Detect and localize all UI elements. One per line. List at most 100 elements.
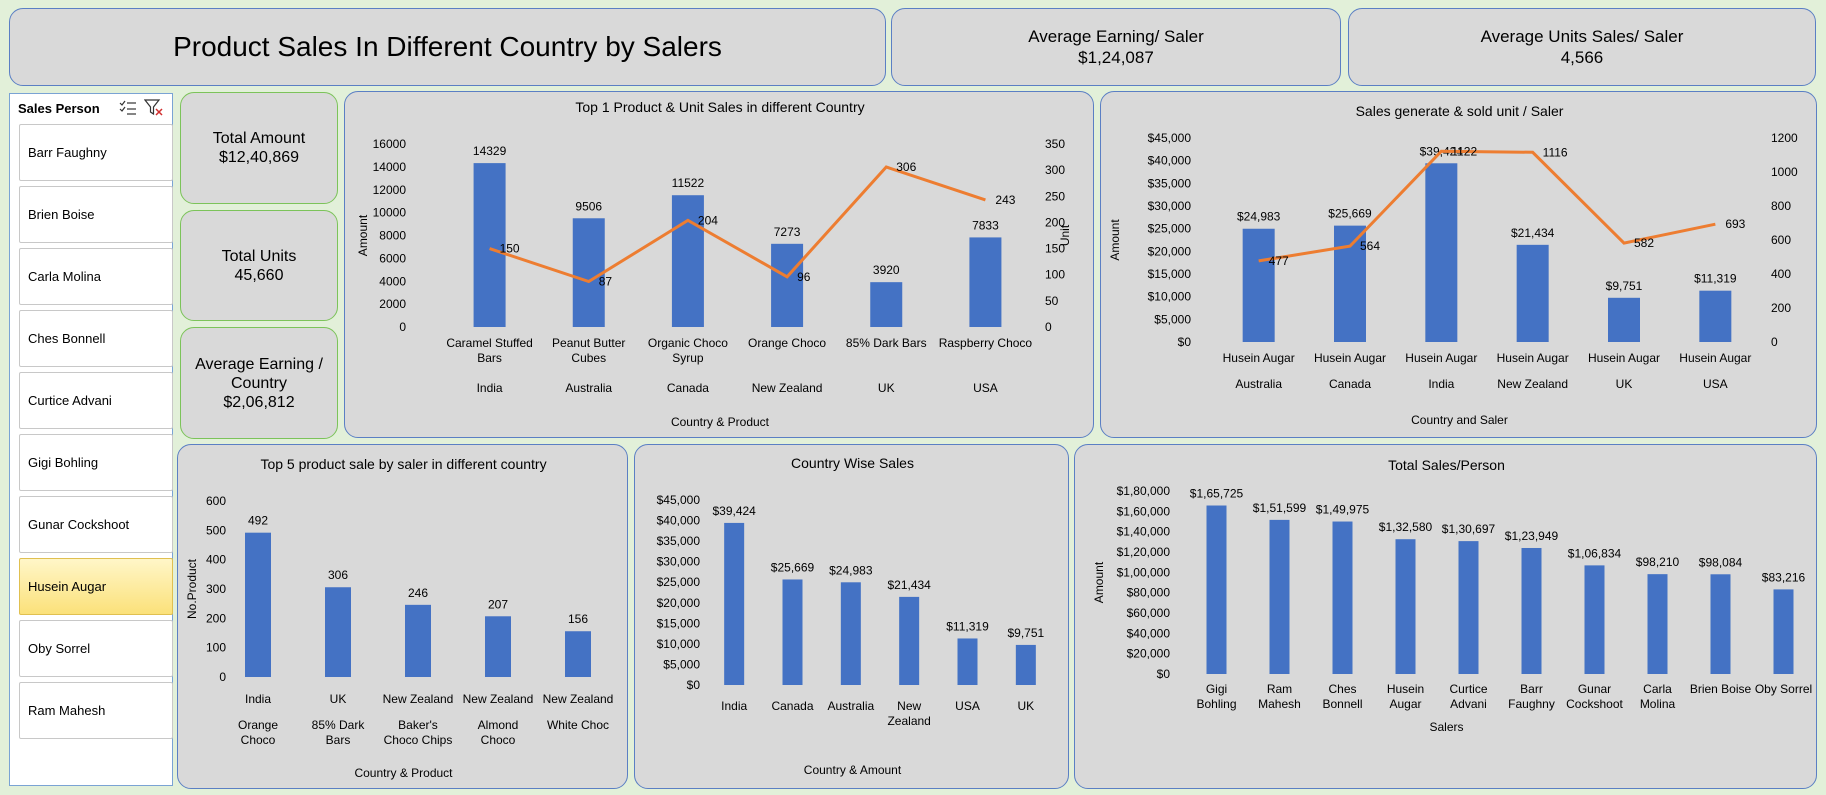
y-tick-label: 16000 (373, 137, 407, 151)
y-tick-label: $40,000 (657, 514, 701, 528)
top1-product-chart-panel: Top 1 Product & Unit Sales in different … (344, 91, 1094, 438)
slicer-item-gunar-cockshoot[interactable]: Gunar Cockshoot (19, 496, 173, 553)
bar (1458, 541, 1479, 674)
total-units-card: Total Units 45,660 (180, 210, 338, 321)
bar-value-label: 492 (248, 514, 268, 528)
y2-axis-label: Unit (1058, 224, 1072, 246)
category-label: Faughny (1508, 697, 1555, 711)
category-label: Curtice (1449, 682, 1487, 696)
slicer-item-husein-augar[interactable]: Husein Augar (19, 558, 173, 615)
category-label: Carla (1643, 682, 1672, 696)
slicer-item-label: Husein Augar (28, 579, 107, 594)
slicer-item-barr-faughny[interactable]: Barr Faughny (19, 124, 173, 181)
slicer-item-gigi-bohling[interactable]: Gigi Bohling (19, 434, 173, 491)
avg-earning-country-label: Average Earning / Country (195, 355, 323, 392)
category-label: Oby Sorrel (1755, 682, 1812, 696)
category-label: Choco (481, 733, 516, 747)
slicer-item-label: Ches Bonnell (28, 331, 106, 346)
dashboard-title-panel: Product Sales In Different Country by Sa… (9, 8, 886, 86)
category-label: Husein Augar (1223, 351, 1295, 365)
category-label: Choco (241, 733, 276, 747)
y2-tick-label: 350 (1045, 137, 1065, 151)
slicer-item-curtice-advani[interactable]: Curtice Advani (19, 372, 173, 429)
category-label: Bohling (1196, 697, 1236, 711)
category-label: Gunar (1578, 682, 1611, 696)
bar-value-label: 14329 (473, 144, 507, 158)
category-label: UK (1017, 699, 1034, 713)
top5-chart-svg: Top 5 product sale by saler in different… (185, 456, 613, 780)
bar-value-label: 306 (328, 568, 348, 582)
bar (840, 582, 861, 685)
slicer-item-carla-molina[interactable]: Carla Molina (19, 248, 173, 305)
slicer-item-ches-bonnell[interactable]: Ches Bonnell (19, 310, 173, 367)
country-label: India (245, 692, 271, 706)
y-tick-label: $30,000 (657, 555, 701, 569)
bar-value-label: $1,49,975 (1316, 503, 1370, 517)
bar (1425, 163, 1458, 342)
y-tick-label: $15,000 (1148, 267, 1192, 281)
line-value-label: 582 (1634, 236, 1654, 250)
avg-earning-card: Average Earning/ Saler $1,24,087 (891, 8, 1341, 86)
y-axis-label: Amount (1092, 561, 1106, 603)
bar (325, 587, 351, 677)
category-label: Husein Augar (1679, 351, 1751, 365)
y2-tick-label: 0 (1771, 335, 1778, 349)
sales-person-slicer: Sales Person Barr Faughny Brien Boise Ca… (9, 93, 173, 786)
country-label: Australia (1235, 377, 1282, 391)
slicer-item-label: Curtice Advani (28, 393, 112, 408)
category-label: Peanut Butter (552, 336, 625, 350)
country-label: Canada (1329, 377, 1371, 391)
bar (870, 282, 903, 327)
y-tick-label: $15,000 (657, 616, 701, 630)
y-tick-label: 600 (206, 494, 226, 508)
y2-tick-label: 100 (1045, 268, 1065, 282)
y-tick-label: $40,000 (1127, 626, 1171, 640)
category-label: 85% Dark (312, 718, 366, 732)
y-tick-label: $30,000 (1148, 199, 1192, 213)
y-tick-label: $20,000 (657, 596, 701, 610)
bar-value-label: 207 (488, 597, 508, 611)
line-value-label: 693 (1725, 217, 1745, 231)
chart-title: Country Wise Sales (791, 455, 914, 471)
y2-tick-label: 400 (1771, 267, 1791, 281)
bar-value-label: $21,434 (887, 578, 931, 592)
slicer-item-brien-boise[interactable]: Brien Boise (19, 186, 173, 243)
bar (1242, 228, 1275, 342)
country-label: New Zealand (752, 381, 823, 395)
y-tick-label: $10,000 (1148, 290, 1192, 304)
clear-filter-icon[interactable] (144, 99, 164, 117)
line-value-label: 564 (1360, 239, 1380, 253)
line-value-label: 150 (500, 242, 520, 256)
bar (1647, 574, 1668, 674)
slicer-item-oby-sorrel[interactable]: Oby Sorrel (19, 620, 173, 677)
country-sales-chart-panel: Country Wise Sales $0 $5,000 $10,000 $15,000… (634, 444, 1069, 789)
bar (1521, 547, 1542, 674)
top5-product-chart-panel: Top 5 product sale by saler in different… (177, 444, 628, 789)
y2-tick-label: 1200 (1771, 131, 1798, 145)
sales-person-chart-panel: Total Sales/Person $0 $20,000 $40,000 $60,00… (1074, 444, 1817, 789)
y-tick-label: $10,000 (657, 637, 701, 651)
y-tick-label: 300 (206, 582, 226, 596)
category-label: Choco Chips (384, 733, 453, 747)
person-chart-svg: Total Sales/Person $0 $20,000 $40,000 $60,00… (1092, 457, 1812, 734)
saler-sales-chart-panel: Sales generate & sold unit / Saler $0 $5,0… (1100, 91, 1817, 438)
line-value-label: 477 (1269, 254, 1289, 268)
y2-tick-label: 600 (1771, 233, 1791, 247)
total-units-value: 45,660 (234, 266, 284, 284)
avg-units-value: 4,566 (1560, 48, 1604, 67)
category-label: Caramel Stuffed (446, 336, 533, 350)
slicer-item-ram-mahesh[interactable]: Ram Mahesh (19, 682, 173, 739)
bar (1395, 539, 1416, 674)
bar (245, 532, 271, 677)
bar-value-label: $98,084 (1699, 555, 1743, 569)
bar-value-label: $1,32,580 (1379, 520, 1433, 534)
y-tick-label: 400 (206, 553, 226, 567)
total-amount-card: Total Amount $12,40,869 (180, 92, 338, 204)
unit-line (489, 165, 986, 284)
multi-select-icon[interactable] (118, 99, 138, 117)
bar-value-label: 246 (408, 586, 428, 600)
category-label: Brien Boise (1690, 682, 1752, 696)
slicer-title: Sales Person (18, 100, 100, 116)
y-tick-label: $0 (687, 678, 701, 692)
category-label: Gigi (1206, 682, 1227, 696)
